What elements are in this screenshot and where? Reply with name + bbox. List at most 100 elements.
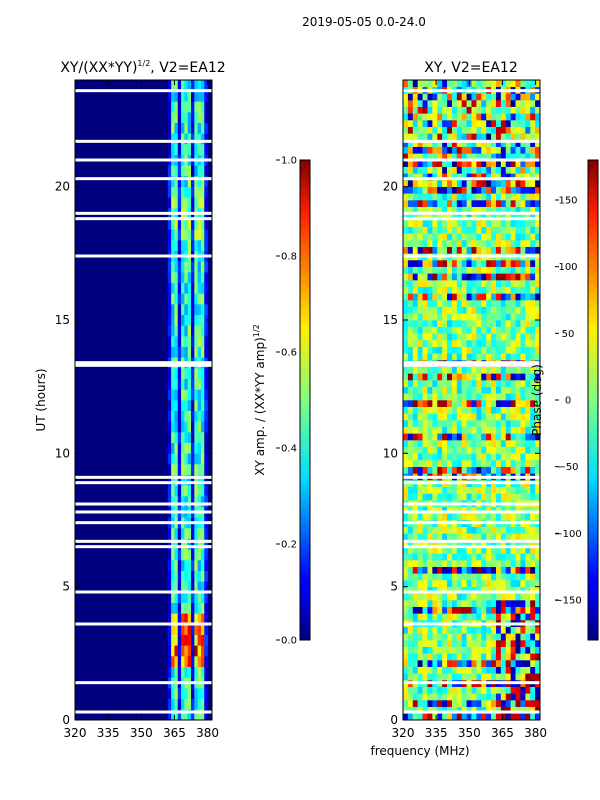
p1-cell (200, 400, 205, 411)
p2-cell (442, 653, 448, 661)
p2-cell (442, 146, 448, 154)
p2-cell (466, 140, 472, 147)
p1-cell (177, 496, 182, 507)
p1-cell (167, 346, 172, 358)
p2-cell (491, 626, 497, 634)
p1-cell (187, 80, 192, 91)
p2-cell (525, 346, 531, 354)
p1-cell (177, 528, 182, 539)
p2-cell (456, 140, 463, 147)
p2-cell (486, 200, 492, 207)
p2-cell (451, 120, 458, 127)
p2-cell (481, 233, 487, 241)
p2-cell (481, 660, 487, 667)
p1-cell (197, 101, 202, 113)
p2-cell (427, 193, 433, 201)
p1-cell (191, 528, 195, 539)
p2-cell (461, 666, 467, 674)
p2-cell (491, 260, 497, 267)
p2-cell (417, 233, 423, 241)
p2-cell (491, 380, 497, 387)
p2-cell (407, 526, 414, 534)
p2-cell (447, 193, 453, 201)
p1-cell (167, 592, 172, 603)
p1-cell (171, 410, 175, 422)
p2-cell (535, 373, 540, 381)
p1-cell (204, 346, 208, 358)
p2-cell (525, 100, 531, 107)
p2-cell (437, 93, 443, 101)
p2-cell (495, 286, 502, 294)
p2-cell (505, 600, 511, 607)
p2-cell (407, 560, 414, 567)
p2-cell (486, 693, 492, 701)
p1-cell (187, 314, 192, 326)
p2-cell (466, 466, 472, 474)
p2-cell (520, 266, 526, 274)
p2-cell (417, 120, 423, 127)
p2-cell (427, 460, 433, 467)
p2-cell (442, 93, 448, 101)
p2-cell (417, 560, 423, 567)
p2-cell (471, 113, 477, 121)
p1-cell (204, 314, 208, 326)
p2-cell (456, 633, 463, 641)
p2-cell (471, 486, 477, 494)
p2-cell (427, 386, 433, 394)
p2-cell (447, 313, 453, 321)
p2-cell (407, 600, 414, 607)
p1-cell (167, 666, 172, 678)
p2-cell (442, 126, 448, 134)
p2-cell (515, 466, 521, 474)
p2-cell (456, 413, 463, 421)
p2-cell (447, 93, 453, 101)
p1-cell (177, 101, 182, 113)
p2-cell (447, 406, 453, 414)
p2-cell (535, 646, 540, 654)
p2-cell (447, 80, 453, 87)
p2-cell (407, 453, 414, 461)
p2-cell (466, 320, 472, 327)
p2-cell (481, 273, 487, 281)
p1-cell (197, 592, 202, 603)
p1-cell (177, 197, 182, 209)
p1-cell (204, 442, 208, 454)
p2-cell (466, 633, 472, 641)
p2-cell (427, 260, 433, 267)
p2-cell (520, 126, 526, 134)
p2-cell (525, 120, 531, 127)
p1-cell (194, 90, 198, 102)
p2-flagged-row (403, 363, 540, 367)
p1-cell (174, 197, 179, 209)
p2-cell (525, 306, 531, 314)
p2-cell (530, 133, 536, 141)
p2-cell (486, 133, 492, 141)
p1-cell (187, 400, 192, 411)
p2-cell (495, 280, 502, 287)
p2-cell (515, 106, 521, 114)
p2-cell (456, 466, 463, 474)
p2-cell (412, 293, 418, 301)
p2-cell (403, 513, 409, 521)
p2-cell (412, 240, 418, 247)
p2-cell (451, 686, 458, 694)
p2-cell (491, 700, 497, 707)
p2-cell (437, 280, 443, 287)
p2-cell (432, 193, 438, 201)
p2-cell (456, 566, 463, 574)
p1-cell (174, 442, 179, 454)
p2-cell (432, 606, 438, 614)
p1-cell (204, 186, 208, 198)
p1-cell (200, 485, 205, 497)
p2-cell (461, 386, 467, 394)
p2-cell (505, 206, 511, 214)
p1-cell (204, 304, 208, 315)
p2-cell (505, 80, 511, 87)
p2-cell (495, 606, 502, 614)
p2-cell (461, 306, 467, 314)
p1-cell (191, 101, 195, 113)
p2-cell (447, 173, 453, 181)
p2-cell (515, 293, 521, 301)
p2-cell (417, 153, 423, 161)
p1-cell (181, 602, 185, 614)
